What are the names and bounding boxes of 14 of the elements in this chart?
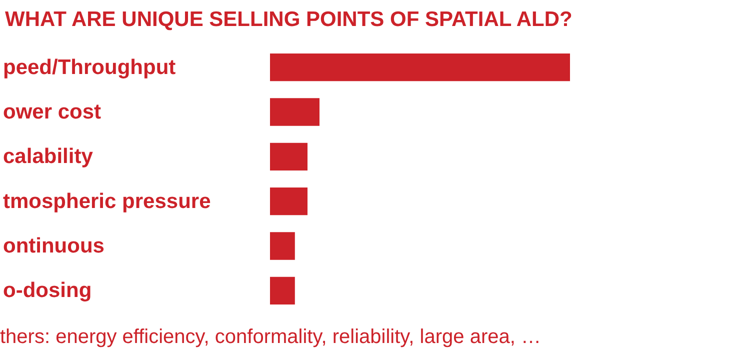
bar: [270, 276, 295, 305]
y-tick-label: ower cost: [3, 100, 102, 124]
bar: [270, 142, 308, 171]
bar: [270, 98, 320, 126]
y-tick-label: tmospheric pressure: [3, 190, 211, 213]
chart-title: WHAT ARE UNIQUE SELLING POINTS OF SPATIAL ALD?: [5, 8, 572, 31]
bar: [270, 187, 308, 216]
y-tick-label: ontinuous: [3, 234, 104, 258]
bar: [270, 232, 295, 260]
y-tick-label: calability: [3, 145, 94, 168]
y-tick-label: o-dosing: [3, 279, 92, 302]
bar: [270, 53, 570, 82]
text: thers: energy efficiency, conformality, reliability, large area, …: [0, 326, 541, 348]
y-tick-label: peed/Throughput: [3, 56, 176, 79]
